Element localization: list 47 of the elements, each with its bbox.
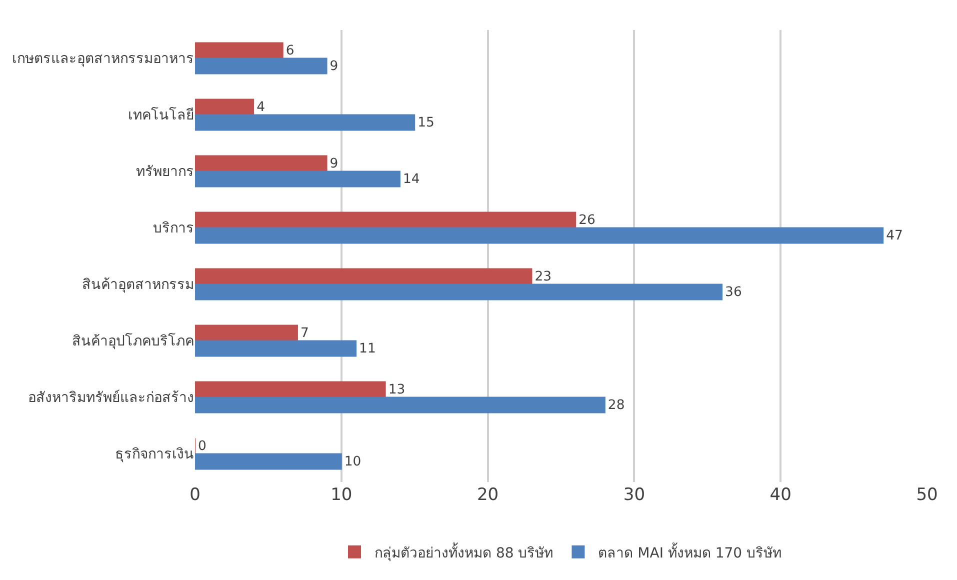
y-tick-label: ทรัพยากร bbox=[136, 164, 194, 180]
bar bbox=[195, 340, 357, 357]
bar bbox=[195, 212, 576, 228]
x-tick-label: 10 bbox=[330, 485, 352, 505]
bar bbox=[195, 381, 386, 398]
data-label: 7 bbox=[300, 326, 309, 341]
data-label: 28 bbox=[608, 398, 625, 413]
data-label: 47 bbox=[886, 228, 903, 244]
x-tick-label: 50 bbox=[916, 485, 938, 505]
data-label: 36 bbox=[725, 284, 742, 300]
data-label: 9 bbox=[330, 58, 338, 74]
x-tick-label: 20 bbox=[476, 485, 499, 505]
y-tick-label: สินค้าอุปโภคบริโภค bbox=[72, 332, 194, 350]
bar bbox=[195, 42, 284, 59]
data-label: 0 bbox=[198, 438, 206, 454]
x-tick-label: 0 bbox=[190, 485, 200, 505]
data-label: 9 bbox=[330, 156, 338, 172]
data-label: 23 bbox=[534, 269, 552, 284]
x-tick-label: 30 bbox=[623, 485, 646, 505]
bar bbox=[195, 58, 328, 74]
bar bbox=[195, 268, 532, 285]
data-label: 4 bbox=[256, 100, 265, 115]
data-label: 14 bbox=[402, 172, 420, 187]
data-label: 15 bbox=[418, 115, 434, 130]
bar bbox=[195, 170, 400, 188]
bar bbox=[195, 98, 254, 116]
data-label: 10 bbox=[344, 454, 362, 470]
data-label: 13 bbox=[388, 382, 406, 398]
bar bbox=[195, 114, 416, 131]
y-tick-label: เกษตรและอุตสาหกรรมอาหาร bbox=[12, 51, 194, 68]
data-label: 6 bbox=[286, 43, 294, 58]
y-tick-label: เทคโนโลยี bbox=[128, 106, 194, 124]
bar bbox=[195, 155, 328, 172]
bar bbox=[195, 396, 606, 414]
bar bbox=[195, 284, 723, 300]
legend-label: ตลาด MAI ทั้งหมด 170 บริษัท bbox=[598, 542, 782, 562]
data-label: 11 bbox=[359, 341, 376, 356]
bar bbox=[195, 324, 298, 342]
bar bbox=[195, 453, 342, 470]
legend-label: กลุ่มตัวอย่างทั้งหมด 88 บริษัท bbox=[374, 542, 554, 562]
data-label: 26 bbox=[578, 212, 596, 228]
y-tick-label: สินค้าอุตสาหกรรม bbox=[82, 277, 194, 294]
x-tick-label: 40 bbox=[770, 485, 792, 505]
bar bbox=[195, 227, 884, 244]
y-tick-label: บริการ bbox=[153, 220, 194, 237]
y-tick-label: ธุรกิจการเงิน bbox=[115, 446, 194, 463]
y-tick-label: อสังหาริมทรัพย์และก่อสร้าง bbox=[28, 389, 194, 406]
